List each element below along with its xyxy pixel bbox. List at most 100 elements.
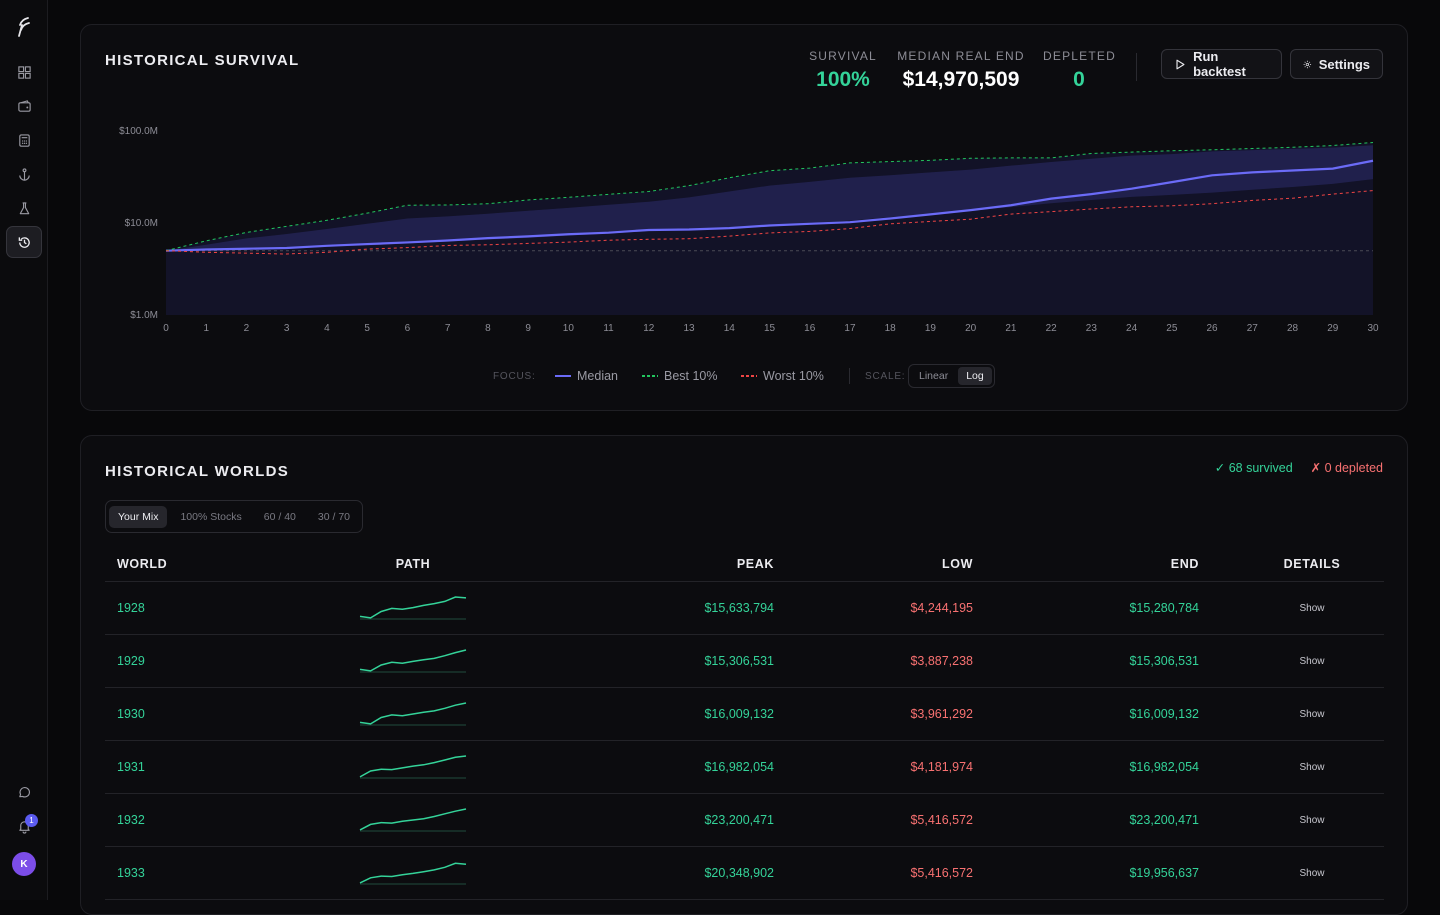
legend-worst-swatch (741, 375, 757, 377)
col-low: LOW (942, 556, 973, 571)
path-sparkline-cell (357, 688, 469, 740)
gear-icon (1303, 60, 1312, 68)
x-tick-label: 11 (603, 323, 614, 334)
show-details-button[interactable]: Show (1299, 602, 1325, 614)
survival-card: HISTORICAL SURVIVAL SURVIVAL 100% MEDIAN… (80, 24, 1408, 411)
anchor-icon (18, 167, 30, 181)
nav-wallet[interactable] (6, 90, 42, 122)
peak-value: $16,982,054 (704, 760, 774, 774)
x-tick-label: 8 (485, 323, 491, 334)
run-backtest-button[interactable]: Run backtest (1161, 49, 1282, 79)
legend-worst[interactable]: Worst 10% (741, 365, 824, 387)
show-details-button[interactable]: Show (1299, 761, 1325, 773)
col-end: END (1170, 556, 1199, 571)
wallet-icon (17, 99, 31, 112)
table-row[interactable]: 1932 $23,200,471 $5,416,572 $23,200,471 Show (105, 794, 1384, 847)
chart-legend: FOCUS: Median Best 10% Worst 10% SCALE: … (81, 364, 1409, 388)
peak-value: $23,200,471 (704, 813, 774, 827)
logo-icon[interactable] (14, 16, 34, 38)
avatar[interactable]: K (12, 852, 36, 876)
x-tick-label: 18 (885, 323, 897, 334)
table-row[interactable]: 1931 $16,982,054 $4,181,974 $16,982,054 Show (105, 741, 1384, 794)
nav-notifications[interactable] (6, 810, 42, 842)
tab-60-40[interactable]: 60 / 40 (263, 510, 296, 523)
stat-median-value: $14,970,509 (902, 68, 1020, 91)
x-tick-label: 9 (525, 323, 531, 334)
x-tick-label: 26 (1207, 323, 1219, 334)
low-value: $4,181,974 (910, 760, 973, 774)
world-year: 1931 (117, 760, 145, 774)
end-value: $19,956,637 (1129, 866, 1199, 880)
end-value: $16,982,054 (1129, 760, 1199, 774)
end-value: $16,009,132 (1129, 707, 1199, 721)
nav-anchor[interactable] (6, 158, 42, 190)
worlds-title: HISTORICAL WORLDS (105, 463, 290, 480)
scale-log-button[interactable]: Log (958, 367, 992, 385)
table-row[interactable]: 1933 $20,348,902 $5,416,572 $19,956,637 Show (105, 847, 1384, 900)
peak-value: $16,009,132 (704, 707, 774, 721)
legend-median-swatch (555, 375, 571, 377)
stat-survival-label: SURVIVAL (809, 49, 877, 63)
x-tick-label: 21 (1005, 323, 1017, 334)
settings-label: Settings (1318, 56, 1370, 72)
low-value: $3,887,238 (910, 654, 973, 668)
survival-chart: $100.0M$10.0M$1.0M0 1 2 3 4 5 6 7 8 9 10 11 12 13 14 15… (119, 126, 1379, 334)
low-value: $5,416,572 (910, 813, 973, 827)
table-row[interactable]: 1930 $16,009,132 $3,961,292 $16,009,132 Show (105, 688, 1384, 741)
show-details-button[interactable]: Show (1299, 867, 1325, 879)
survival-title: HISTORICAL SURVIVAL (105, 52, 300, 69)
legend-best-swatch (642, 375, 658, 377)
scale-linear-button[interactable]: Linear (919, 370, 949, 382)
x-tick-label: 28 (1287, 323, 1299, 334)
survived-count: ✓ 68 survived (1214, 461, 1293, 475)
nav-dashboard[interactable] (6, 56, 42, 88)
path-sparkline (359, 649, 467, 673)
stat-depleted: DEPLETED 0 (1043, 49, 1115, 92)
tab-your-mix[interactable]: Your Mix (109, 505, 168, 528)
world-year: 1930 (117, 707, 145, 721)
end-value: $15,306,531 (1129, 654, 1199, 668)
end-value: $15,280,784 (1129, 601, 1199, 615)
x-tick-label: 14 (724, 323, 736, 334)
show-details-button[interactable]: Show (1299, 655, 1325, 667)
calculator-icon (18, 133, 30, 147)
play-icon (1176, 59, 1185, 69)
x-tick-label: 10 (563, 323, 575, 334)
path-sparkline (359, 862, 467, 885)
legend-best[interactable]: Best 10% (642, 365, 718, 387)
stat-median-end: MEDIAN REAL END $14,970,509 (897, 49, 1025, 92)
x-tick-label: 1 (203, 323, 209, 334)
details-cell: Show (1282, 741, 1342, 793)
tab-100-stocks[interactable]: 100% Stocks (180, 510, 242, 523)
legend-median[interactable]: Median (555, 365, 618, 387)
x-tick-label: 20 (965, 323, 977, 334)
x-tick-label: 30 (1367, 323, 1379, 334)
legend-best-label: Best 10% (664, 369, 718, 383)
path-sparkline (359, 702, 467, 726)
portfolio-tabs: Your Mix 100% Stocks 60 / 40 30 / 70 (105, 500, 364, 533)
table-row[interactable]: 1929 $15,306,531 $3,887,238 $15,306,531 Show (105, 635, 1384, 688)
x-tick-label: 7 (445, 323, 451, 334)
table-row[interactable]: 1928 $15,633,794 $4,244,195 $15,280,784 Show (105, 582, 1384, 635)
series-line-best-10- (165, 141, 1374, 252)
nav-chat[interactable] (6, 776, 42, 808)
sparkline-line (359, 862, 467, 884)
stat-depleted-value: 0 (1073, 68, 1085, 91)
details-cell: Show (1282, 635, 1342, 687)
settings-button[interactable]: Settings (1290, 49, 1383, 79)
nav-calculator[interactable] (6, 124, 42, 156)
nav-flask[interactable] (6, 192, 42, 224)
show-details-button[interactable]: Show (1299, 708, 1325, 720)
show-details-button[interactable]: Show (1299, 814, 1325, 826)
path-sparkline-cell (357, 582, 469, 634)
col-path: PATH (395, 556, 431, 571)
tab-30-70[interactable]: 30 / 70 (317, 510, 351, 523)
sparkline-line (359, 649, 467, 672)
x-tick-label: 22 (1046, 323, 1058, 334)
nav-history[interactable] (6, 226, 42, 258)
sparkline-line (359, 596, 467, 619)
x-tick-label: 27 (1247, 323, 1259, 334)
path-sparkline-cell (357, 741, 469, 793)
series-line-median (165, 159, 1374, 252)
peak-value: $15,306,531 (704, 654, 774, 668)
